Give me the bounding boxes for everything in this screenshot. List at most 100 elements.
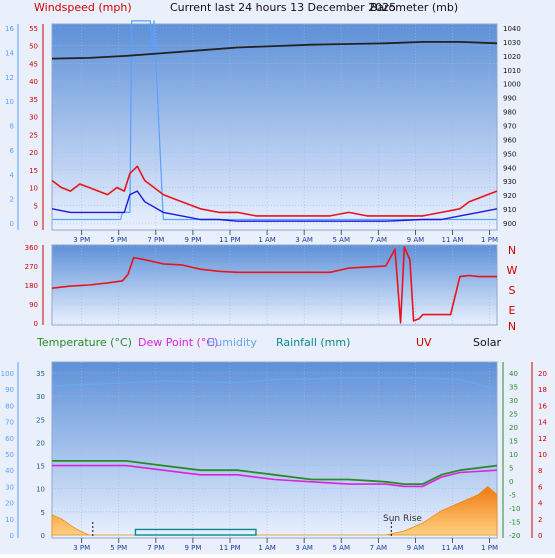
wind-series [51, 20, 498, 222]
temp-right-tick-label: 20 [509, 424, 518, 432]
windspeed-label: Windspeed (mph) [34, 1, 132, 14]
y-tick-label-baro: 980 [503, 109, 516, 117]
uv-tick-label: 0 [538, 532, 542, 540]
y-tick-label-baro: 990 [503, 95, 516, 103]
humidity-tick-label: 20 [5, 500, 14, 508]
temp-tick-label: 35 [36, 370, 45, 378]
direction-tick-label: 360 [25, 244, 38, 252]
y-tick-label-red: 55 [29, 25, 38, 33]
x-tick-label: 9 AM [407, 236, 425, 244]
wind-time-axis: 3 PM 5 PM 7 PM 9 PM 11 PM 1 AM 3 AM 5 AM 7 AM 9 A… [73, 230, 498, 244]
temp-right-tick-label: 10 [509, 451, 518, 459]
x-tick-label: 7 AM [370, 236, 388, 244]
wind-grid [52, 24, 497, 230]
x-tick-label: 5 AM [332, 544, 350, 552]
uv-tick-label: 4 [538, 500, 543, 508]
series-rainfall [134, 528, 257, 536]
series-humidity [51, 377, 498, 390]
temp-right-tick-label: 15 [509, 438, 518, 446]
direction-tick-label: 90 [29, 301, 38, 309]
temp-right-tick-label: 40 [509, 370, 518, 378]
y-tick-label-red: 25 [29, 131, 38, 139]
uv-tick-label: 12 [538, 435, 547, 443]
x-tick-label: 7 PM [147, 544, 164, 552]
y-tick-label-blue: 6 [10, 147, 15, 155]
y-tick-label-red: 40 [29, 78, 38, 86]
rainfall-legend: Rainfall (mm) [276, 336, 350, 349]
series-wind-gust [51, 165, 498, 217]
x-tick-label: 1 PM [481, 544, 498, 552]
temp-tick-label: 25 [36, 416, 45, 424]
y-tick-label-baro: 1020 [503, 53, 521, 61]
x-tick-label: 7 PM [147, 236, 164, 244]
y-tick-label-blue: 16 [5, 25, 14, 33]
temp-right-tick-label: -5 [509, 492, 516, 500]
wind-plot-area [51, 23, 498, 231]
x-tick-label: 3 PM [73, 236, 90, 244]
temp-tick-label: 20 [36, 439, 45, 447]
y-tick-label-red: 0 [34, 220, 38, 228]
uv-tick-label: 16 [538, 402, 547, 410]
solar-legend: Solar [473, 336, 502, 349]
y-tick-label-red: 30 [29, 114, 38, 122]
x-tick-label: 11 PM [219, 236, 240, 244]
uv-tick-label: 14 [538, 419, 547, 427]
y-tick-label-blue: 12 [5, 74, 14, 82]
y-tick-label-blue: 14 [5, 49, 14, 57]
humidity-tick-label: 50 [5, 451, 14, 459]
temp-right-tick-label: -15 [509, 519, 520, 527]
temp-plot-area [51, 361, 498, 539]
temp-tick-label: 15 [36, 463, 45, 471]
humidity-tick-label: 100 [1, 370, 14, 378]
x-tick-label: 9 PM [184, 544, 201, 552]
x-tick-label: 3 AM [295, 544, 313, 552]
series-solar [51, 485, 498, 536]
temp-right-tick-label: -10 [509, 505, 520, 513]
y-tick-label-blue: 10 [5, 98, 14, 106]
x-tick-label: 9 AM [407, 544, 425, 552]
compass-label: N [508, 320, 516, 333]
temp-tick-label: 5 [41, 509, 45, 517]
chart-title: Current last 24 hours 13 December 2025 [170, 1, 396, 14]
compass-label: S [509, 284, 516, 297]
humidity-tick-label: 40 [5, 467, 14, 475]
y-tick-label-baro: 920 [503, 192, 516, 200]
x-tick-label: 3 AM [295, 236, 313, 244]
temperature-legend: Temperature (°C) [36, 336, 132, 349]
uv-tick-label: 10 [538, 451, 547, 459]
direction-series [51, 246, 497, 324]
y-tick-label-baro: 970 [503, 123, 516, 131]
series-wind-average [51, 190, 498, 222]
y-tick-label-red: 20 [29, 149, 38, 157]
y-tick-label-red: 10 [29, 185, 38, 193]
temp-tick-label: 30 [36, 393, 45, 401]
y-tick-label-baro: 1040 [503, 25, 521, 33]
y-tick-label-baro: 910 [503, 206, 516, 214]
humidity-tick-label: 10 [5, 516, 14, 524]
y-tick-label-blue: 4 [10, 171, 15, 179]
uv-tick-label: 18 [538, 386, 547, 394]
temp-right-tick-label: 35 [509, 384, 518, 392]
x-tick-label: 1 PM [481, 236, 498, 244]
temp-tick-label: 10 [36, 486, 45, 494]
sunrise-label: Sun Rise [383, 514, 422, 524]
humidity-tick-label: 0 [10, 532, 14, 540]
uv-tick-label: 6 [538, 483, 543, 491]
temp-right-tick-label: 5 [509, 465, 513, 473]
y-tick-label-baro: 1010 [503, 67, 521, 75]
direction-tick-label: 270 [25, 263, 38, 271]
x-tick-label: 1 AM [258, 544, 276, 552]
uv-tick-label: 20 [538, 370, 547, 378]
wind-axes: 0 2 4 6 8 10 12 14 16 0 5 10 15 20 25 30 35 40 45 50 55 900 91… [5, 24, 521, 230]
barometer-label: Barometer (mb) [370, 1, 458, 14]
compass-label: W [507, 264, 518, 277]
y-tick-label-red: 50 [29, 43, 38, 51]
x-tick-label: 5 PM [110, 236, 127, 244]
y-tick-label-baro: 950 [503, 150, 516, 158]
series-wind-direction [51, 246, 497, 324]
series-temperature [52, 460, 498, 485]
temp-right-tick-label: 30 [509, 397, 518, 405]
series-wind-light [52, 20, 497, 221]
temp-series [51, 377, 498, 538]
